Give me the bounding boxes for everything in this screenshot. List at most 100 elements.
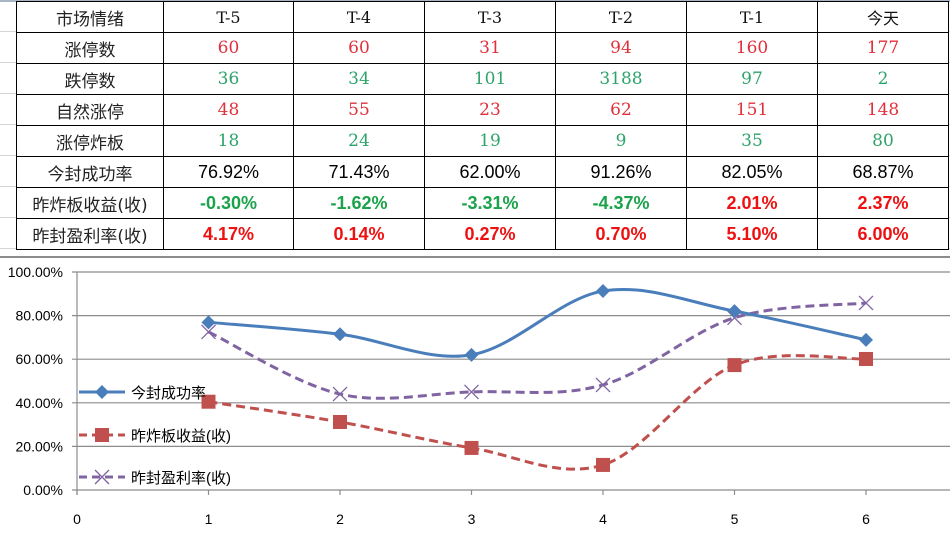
table-cell[interactable]: 36 — [163, 63, 294, 95]
square-marker-icon — [727, 358, 742, 373]
table-cell[interactable]: 151 — [686, 94, 818, 126]
table-row: 自然涨停 48 55 23 62 151 148 — [16, 94, 949, 126]
x-tick-label: 6 — [862, 511, 870, 527]
header-cell-period[interactable]: T-5 — [163, 1, 294, 33]
x-marker-icon — [595, 377, 611, 393]
chart-top-border — [0, 256, 950, 258]
table-cell[interactable]: 23 — [424, 94, 556, 126]
square-marker-icon — [201, 394, 216, 409]
series-line — [208, 354, 867, 471]
series-line — [207, 301, 867, 400]
x-tick-label: 0 — [73, 511, 81, 527]
square-marker-icon — [95, 428, 109, 442]
header-cell-period[interactable]: T-4 — [293, 1, 425, 33]
diamond-marker-icon — [596, 284, 610, 299]
table-cell[interactable]: 2.37% — [817, 187, 949, 219]
table-cell[interactable]: 35 — [686, 125, 818, 157]
x-marker-icon — [201, 324, 216, 340]
table-cell[interactable]: -4.37% — [555, 187, 687, 219]
y-tick-label: 60.00% — [16, 351, 63, 367]
y-tick-label: 40.00% — [16, 395, 63, 411]
header-cell-period[interactable]: T-2 — [555, 1, 687, 33]
table-row: 昨封盈利率(收) 4.17% 0.14% 0.27% 0.70% 5.10% 6.00% — [16, 218, 949, 250]
table-cell[interactable]: 62 — [555, 94, 687, 126]
table-cell[interactable]: 0.14% — [293, 218, 425, 250]
table-cell[interactable]: -1.62% — [293, 187, 425, 219]
market-sentiment-table: 市场情绪 T-5 T-4 T-3 T-2 T-1 今天 涨停数 60 60 31 94 160 177 跌停… — [16, 1, 949, 250]
table-cell[interactable]: 60 — [293, 32, 425, 64]
table-cell[interactable]: 2.01% — [686, 187, 818, 219]
table-cell[interactable]: 97 — [686, 63, 818, 95]
table-cell[interactable]: 94 — [555, 32, 687, 64]
table-cell[interactable]: 0.27% — [424, 218, 556, 250]
table-cell[interactable]: 0.70% — [555, 218, 687, 250]
row-label[interactable]: 涨停炸板 — [16, 125, 164, 157]
y-tick-label: 20.00% — [16, 438, 63, 454]
table-cell[interactable]: 177 — [817, 32, 949, 64]
row-label[interactable]: 跌停数 — [16, 63, 164, 95]
table-cell[interactable]: 6.00% — [817, 218, 949, 250]
diamond-marker-icon — [333, 327, 347, 342]
table-cell[interactable]: 101 — [424, 63, 556, 95]
table-cell[interactable]: 148 — [817, 94, 949, 126]
diamond-marker-icon — [464, 347, 479, 362]
x-marker-icon — [858, 295, 874, 311]
table-cell[interactable]: 3188 — [555, 63, 687, 95]
table-cell[interactable]: 76.92% — [163, 156, 294, 188]
x-tick-label: 4 — [599, 511, 607, 527]
x-marker-icon — [464, 384, 479, 400]
x-marker-icon — [94, 469, 110, 485]
table-cell[interactable]: 62.00% — [424, 156, 556, 188]
diamond-marker-icon — [727, 304, 742, 319]
row-label[interactable]: 自然涨停 — [16, 94, 164, 126]
table-cell[interactable]: 91.26% — [555, 156, 687, 188]
header-cell-period[interactable]: 今天 — [817, 1, 949, 33]
chart-canvas: 0.00% 20.00% 40.00% 60.00% 80.00% 100.00% 0 1 2 3… — [8, 264, 950, 527]
table-cell[interactable]: 68.87% — [817, 156, 949, 188]
y-tick-label: 0.00% — [23, 482, 63, 498]
y-tick-label: 100.00% — [8, 264, 63, 280]
diamond-marker-icon — [859, 332, 873, 347]
header-cell-label[interactable]: 市场情绪 — [16, 1, 164, 33]
table-cell[interactable]: 31 — [424, 32, 556, 64]
square-marker-icon — [333, 414, 347, 429]
table-cell[interactable]: 160 — [686, 32, 818, 64]
table-cell[interactable]: 55 — [293, 94, 425, 126]
table-cell[interactable]: 82.05% — [686, 156, 818, 188]
row-label[interactable]: 涨停数 — [16, 32, 164, 64]
y-tick-label: 80.00% — [16, 308, 63, 324]
table-cell[interactable]: 5.10% — [686, 218, 818, 250]
header-cell-period[interactable]: T-3 — [424, 1, 556, 33]
row-label[interactable]: 今封成功率 — [16, 156, 164, 188]
table-cell[interactable]: -0.30% — [163, 187, 294, 219]
table-cell[interactable]: -3.31% — [424, 187, 556, 219]
table-cell[interactable]: 80 — [817, 125, 949, 157]
table-row: 涨停数 60 60 31 94 160 177 — [16, 32, 949, 64]
square-marker-icon — [596, 457, 610, 472]
square-marker-icon — [464, 440, 479, 455]
table-row: 今封成功率 76.92% 71.43% 62.00% 91.26% 82.05% 68.87… — [16, 156, 949, 188]
table-cell[interactable]: 4.17% — [163, 218, 294, 250]
square-marker-icon — [859, 351, 873, 366]
table-cell[interactable]: 48 — [163, 94, 294, 126]
legend-label[interactable]: 昨封盈利率(收) — [131, 470, 231, 487]
line-chart[interactable]: 0.00% 20.00% 40.00% 60.00% 80.00% 100.00% 0 1 2 3… — [0, 258, 950, 535]
x-marker-icon — [332, 386, 348, 402]
table-cell[interactable]: 34 — [293, 63, 425, 95]
row-label[interactable]: 昨炸板收益(收) — [16, 187, 164, 219]
series-line — [208, 287, 867, 358]
table-cell[interactable]: 24 — [293, 125, 425, 157]
legend-label[interactable]: 昨炸板收益(收) — [131, 427, 231, 445]
table-cell[interactable]: 18 — [163, 125, 294, 157]
diamond-marker-icon — [95, 385, 109, 399]
x-tick-label: 3 — [468, 511, 476, 527]
legend-label[interactable]: 今封成功率 — [131, 385, 206, 402]
table-cell[interactable]: 9 — [555, 125, 687, 157]
row-label[interactable]: 昨封盈利率(收) — [16, 218, 164, 250]
table-cell[interactable]: 19 — [424, 125, 556, 157]
table-cell[interactable]: 71.43% — [293, 156, 425, 188]
table-row: 涨停炸板 18 24 19 9 35 80 — [16, 125, 949, 157]
table-cell[interactable]: 60 — [163, 32, 294, 64]
table-cell[interactable]: 2 — [817, 63, 949, 95]
header-cell-period[interactable]: T-1 — [686, 1, 818, 33]
